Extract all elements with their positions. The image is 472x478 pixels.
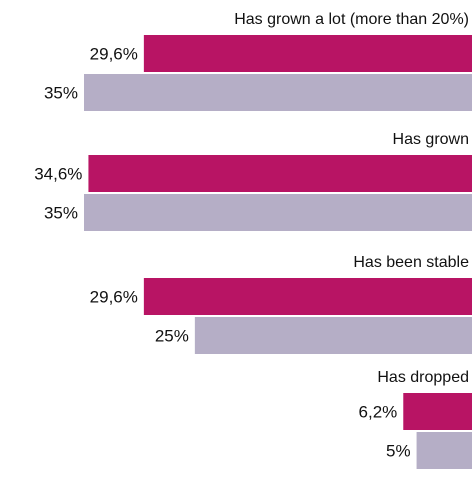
data-label: 34,6% [34, 165, 82, 184]
data-label: 6,2% [359, 403, 398, 422]
bar-series-2 [84, 74, 472, 111]
bar-series-1 [143, 35, 472, 72]
data-label: 25% [155, 327, 189, 346]
category-label: Has dropped [377, 369, 469, 386]
bar-series-1 [88, 155, 472, 192]
bar-series-2 [416, 432, 472, 469]
category-label: Has been stable [353, 254, 469, 271]
bar-series-2 [84, 194, 472, 231]
data-label: 29,6% [90, 45, 138, 64]
data-label: 35% [44, 84, 78, 103]
bar-series-1 [403, 393, 472, 430]
data-label: 5% [386, 442, 411, 461]
data-label: 29,6% [90, 288, 138, 307]
bar-series-2 [194, 317, 472, 354]
category-label: Has grown a lot (more than 20%) [234, 11, 469, 28]
bar-series-1 [143, 278, 472, 315]
data-label: 35% [44, 204, 78, 223]
category-label: Has grown [393, 131, 469, 148]
